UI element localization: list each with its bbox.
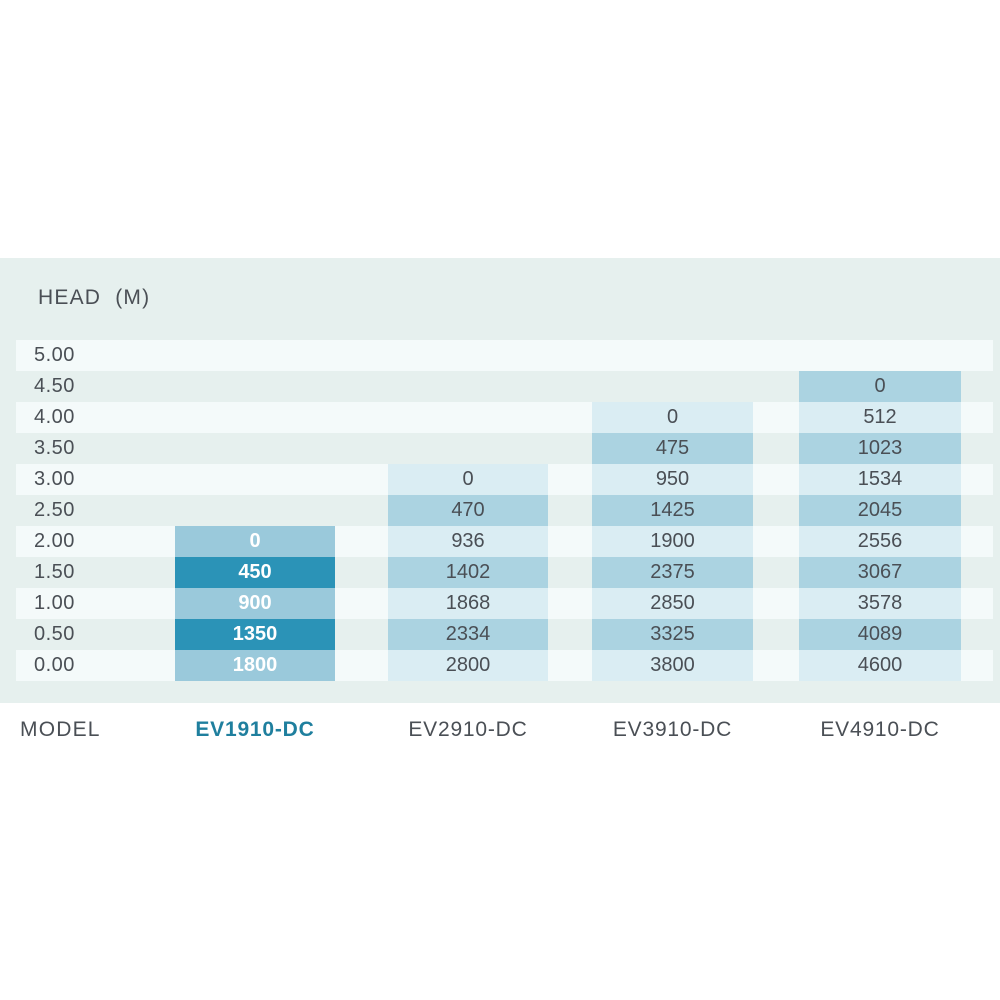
head-value-label: 1.00 bbox=[34, 592, 75, 614]
flow-cell-ev2910-dc-head-1.00: 1868 bbox=[388, 588, 548, 619]
head-value-label: 3.00 bbox=[34, 468, 75, 490]
flow-cell-ev4910-dc-head-3.50: 1023 bbox=[799, 433, 961, 464]
flow-cell-ev1910-dc-head-0.50: 1350 bbox=[175, 619, 335, 650]
model-name-ev4910-dc: EV4910-DC bbox=[820, 718, 940, 741]
flow-cell-ev3910-dc-head-1.50: 2375 bbox=[592, 557, 753, 588]
table-row: 1.50 450 1402 2375 3067 bbox=[0, 557, 1000, 588]
table-row: 3.00 0 950 1534 bbox=[0, 464, 1000, 495]
table-row: 5.00 bbox=[0, 340, 1000, 371]
table-row: 2.50 470 1425 2045 bbox=[0, 495, 1000, 526]
flow-cell-ev4910-dc-head-1.00: 3578 bbox=[799, 588, 961, 619]
flow-cell-ev4910-dc-head-0.00: 4600 bbox=[799, 650, 961, 681]
flow-cell-ev3910-dc-head-2.00: 1900 bbox=[592, 526, 753, 557]
flow-cell-ev4910-dc-head-4.50: 0 bbox=[799, 371, 961, 402]
table-rows: 5.00 4.50 0 4.00 0 512 3.50 475 1023 3.00 0 950 1534… bbox=[0, 340, 1000, 681]
flow-cell-ev2910-dc-head-0.00: 2800 bbox=[388, 650, 548, 681]
head-value-label: 5.00 bbox=[34, 344, 75, 366]
flow-cell-ev4910-dc-head-3.00: 1534 bbox=[799, 464, 961, 495]
table-row: 3.50 475 1023 bbox=[0, 433, 1000, 464]
flow-cell-ev3910-dc-head-2.50: 1425 bbox=[592, 495, 753, 526]
flow-cell-ev4910-dc-head-2.50: 2045 bbox=[799, 495, 961, 526]
table-row: 4.00 0 512 bbox=[0, 402, 1000, 433]
flow-cell-ev3910-dc-head-0.00: 3800 bbox=[592, 650, 753, 681]
flow-cell-ev4910-dc-head-1.50: 3067 bbox=[799, 557, 961, 588]
head-value-label: 2.00 bbox=[34, 530, 75, 552]
model-name-ev2910-dc: EV2910-DC bbox=[408, 718, 528, 741]
head-value-label: 3.50 bbox=[34, 437, 75, 459]
model-axis-label: MODEL bbox=[20, 718, 101, 741]
head-value-label: 0.00 bbox=[34, 654, 75, 676]
flow-cell-ev3910-dc-head-3.00: 950 bbox=[592, 464, 753, 495]
flow-cell-ev2910-dc-head-1.50: 1402 bbox=[388, 557, 548, 588]
flow-cell-ev4910-dc-head-0.50: 4089 bbox=[799, 619, 961, 650]
flow-cell-ev1910-dc-head-0.00: 1800 bbox=[175, 650, 335, 681]
table-row: 4.50 0 bbox=[0, 371, 1000, 402]
head-value-label: 1.50 bbox=[34, 561, 75, 583]
table-row: 0.00 1800 2800 3800 4600 bbox=[0, 650, 1000, 681]
model-name-ev3910-dc: EV3910-DC bbox=[612, 718, 733, 741]
flow-cell-ev3910-dc-head-1.00: 2850 bbox=[592, 588, 753, 619]
flow-cell-ev2910-dc-head-3.00: 0 bbox=[388, 464, 548, 495]
flow-cell-ev3910-dc-head-0.50: 3325 bbox=[592, 619, 753, 650]
flow-cell-ev2910-dc-head-2.00: 936 bbox=[388, 526, 548, 557]
flow-cell-ev4910-dc-head-2.00: 2556 bbox=[799, 526, 961, 557]
flow-cell-ev3910-dc-head-4.00: 0 bbox=[592, 402, 753, 433]
flow-cell-ev2910-dc-head-2.50: 470 bbox=[388, 495, 548, 526]
flow-cell-ev3910-dc-head-3.50: 475 bbox=[592, 433, 753, 464]
head-value-label: 4.00 bbox=[34, 406, 75, 428]
performance-table-panel: HEAD (M) 5.00 4.50 0 4.00 0 512 3.50 475 1023 3.0… bbox=[0, 258, 1000, 703]
table-row: 0.50 1350 2334 3325 4089 bbox=[0, 619, 1000, 650]
head-value-label: 2.50 bbox=[34, 499, 75, 521]
table-title: HEAD (M) bbox=[38, 286, 151, 309]
flow-cell-ev2910-dc-head-0.50: 2334 bbox=[388, 619, 548, 650]
table-row: 2.00 0 936 1900 2556 bbox=[0, 526, 1000, 557]
flow-cell-ev1910-dc-head-1.00: 900 bbox=[175, 588, 335, 619]
head-value-label: 0.50 bbox=[34, 623, 75, 645]
flow-cell-ev1910-dc-head-2.00: 0 bbox=[175, 526, 335, 557]
table-row: 1.00 900 1868 2850 3578 bbox=[0, 588, 1000, 619]
flow-cell-ev1910-dc-head-1.50: 450 bbox=[175, 557, 335, 588]
model-row: MODEL EV1910-DC EV2910-DC EV3910-DC EV4910-… bbox=[0, 713, 1000, 747]
flow-cell-ev4910-dc-head-4.00: 512 bbox=[799, 402, 961, 433]
head-value-label: 4.50 bbox=[34, 375, 75, 397]
model-name-ev1910-dc: EV1910-DC bbox=[195, 718, 315, 741]
